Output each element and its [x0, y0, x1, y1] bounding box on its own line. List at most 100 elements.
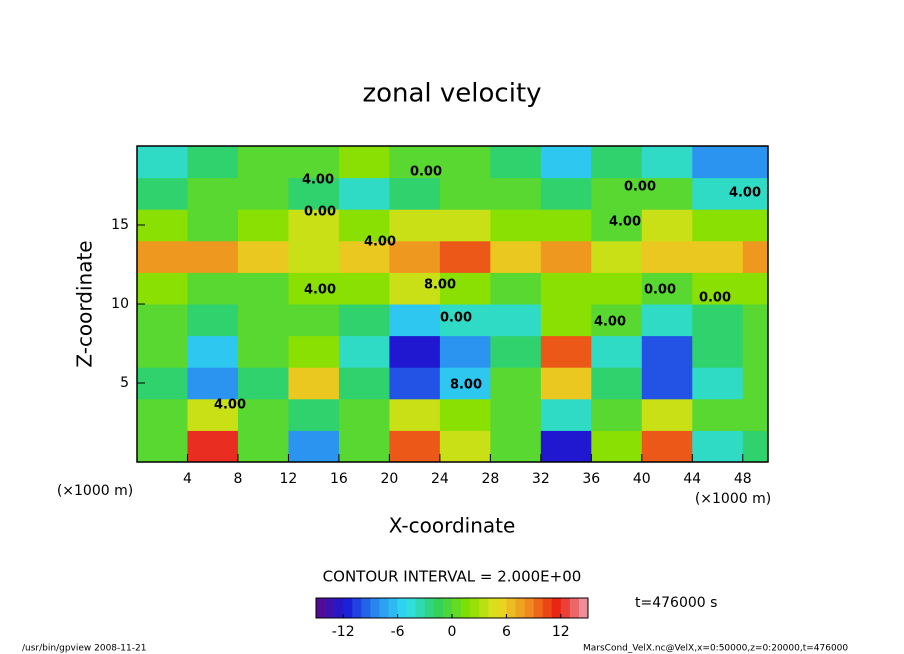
field-cell [237, 367, 289, 400]
field-cell [742, 430, 769, 463]
field-cell [641, 398, 693, 431]
colorbar-segment [569, 598, 580, 618]
field-cell [540, 177, 592, 210]
field-cell [692, 398, 744, 431]
field-cell [439, 240, 491, 273]
field-cell [237, 304, 289, 337]
field-cell [137, 209, 188, 242]
colorbar-segment [370, 598, 380, 618]
field-cell [237, 272, 289, 305]
field-cell [338, 240, 390, 273]
field-cell [187, 398, 239, 431]
field-cell [692, 240, 744, 273]
field-cell [591, 367, 643, 400]
field-cell [338, 398, 390, 431]
field-cell [692, 177, 744, 210]
colorbar-tick-label: -12 [332, 624, 355, 640]
field-cell [692, 367, 744, 400]
x-tick-label: 24 [431, 471, 449, 487]
field-cell [540, 209, 592, 242]
field-cell [187, 304, 239, 337]
field-cell [591, 272, 643, 305]
field-cell [641, 367, 693, 400]
field-cell [692, 272, 744, 305]
field-cell [540, 240, 592, 273]
field-cell [490, 209, 542, 242]
field-cell [591, 209, 643, 242]
x-unit-label: (×1000 m) [695, 491, 771, 507]
contour-label: 0.00 [624, 180, 656, 195]
field-cell [288, 398, 340, 431]
field-cell [338, 146, 390, 179]
field-cell [389, 146, 441, 179]
field-cell [389, 304, 441, 337]
contour-label: 4.00 [609, 215, 641, 230]
contour-label: 4.00 [594, 315, 626, 330]
field-cell [389, 272, 441, 305]
colorbar-segment [406, 598, 417, 618]
field-cell [338, 367, 390, 400]
field-cell [187, 430, 239, 463]
field-cell [641, 146, 693, 179]
field-cell [187, 335, 239, 368]
field-cell [692, 146, 744, 179]
field-cell [742, 209, 769, 242]
field-cell [288, 430, 340, 463]
y-unit-label: (×1000 m) [57, 483, 133, 499]
x-tick-label: 16 [330, 471, 348, 487]
contour-label: 4.00 [214, 398, 246, 413]
field-cell [389, 367, 441, 400]
field-cell [540, 335, 592, 368]
x-axis-label: X-coordinate [389, 514, 516, 538]
x-tick-label: 4 [183, 471, 192, 487]
colorbar-segment [397, 598, 407, 618]
x-tick-label: 40 [633, 471, 651, 487]
y-axis-label: Z-coordinate [73, 240, 97, 367]
field-cell [439, 146, 491, 179]
field-cell [692, 430, 744, 463]
colorbar-segment [352, 598, 362, 618]
contour-label: 4.00 [302, 173, 334, 188]
field-cell [641, 177, 693, 210]
field-cell [338, 304, 390, 337]
field-cell [439, 398, 491, 431]
field-cell [641, 304, 693, 337]
field-cell [137, 304, 188, 337]
field-cell [641, 240, 693, 273]
field-cell [137, 240, 188, 273]
field-cell [742, 272, 769, 305]
field-cell [591, 398, 643, 431]
y-tick-label: 10 [111, 296, 129, 312]
field-cell [742, 240, 769, 273]
field-cell [338, 209, 390, 242]
x-tick-label: 36 [582, 471, 600, 487]
field-cell [187, 209, 239, 242]
field-cell [389, 177, 441, 210]
field-cell [591, 335, 643, 368]
contour-label: 0.00 [644, 283, 676, 298]
colorbar-segment [343, 598, 353, 618]
contour-label: 0.00 [440, 311, 472, 326]
field [137, 146, 769, 463]
field-cell [641, 272, 693, 305]
field-cell [439, 177, 491, 210]
field-cell [742, 177, 769, 210]
field-cell [338, 177, 390, 210]
field-cell [389, 430, 441, 463]
y-tick-label: 15 [111, 217, 129, 233]
colorbar-segment [361, 598, 371, 618]
colorbar-segment [442, 598, 453, 618]
field-cell [237, 146, 289, 179]
colorbar-segment [452, 598, 462, 618]
field-cell [338, 272, 390, 305]
contour-label: 0.00 [699, 291, 731, 306]
contour-label: 0.00 [304, 205, 336, 220]
field-cell [591, 177, 643, 210]
colorbar-segment [488, 598, 498, 618]
field-cell [288, 335, 340, 368]
field-cell [490, 335, 542, 368]
field-cell [237, 430, 289, 463]
field-cell [237, 177, 289, 210]
field-cell [187, 177, 239, 210]
